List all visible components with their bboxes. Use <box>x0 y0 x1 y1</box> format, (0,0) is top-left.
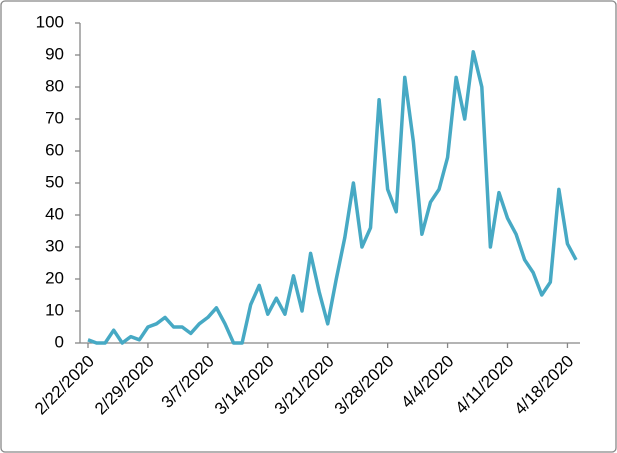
y-tick-label: 40 <box>45 204 64 223</box>
y-tick-label: 0 <box>55 332 64 351</box>
y-tick-label: 80 <box>45 76 64 95</box>
y-tick-label: 20 <box>45 268 64 287</box>
y-tick-label: 70 <box>45 108 64 127</box>
y-tick-label: 30 <box>45 236 64 255</box>
y-tick-label: 90 <box>45 44 64 63</box>
data-line <box>87 50 578 345</box>
y-tick-label: 100 <box>36 12 64 31</box>
y-tick-label: 50 <box>45 172 64 191</box>
y-tick-label: 10 <box>45 300 64 319</box>
y-tick-label: 60 <box>45 140 64 159</box>
